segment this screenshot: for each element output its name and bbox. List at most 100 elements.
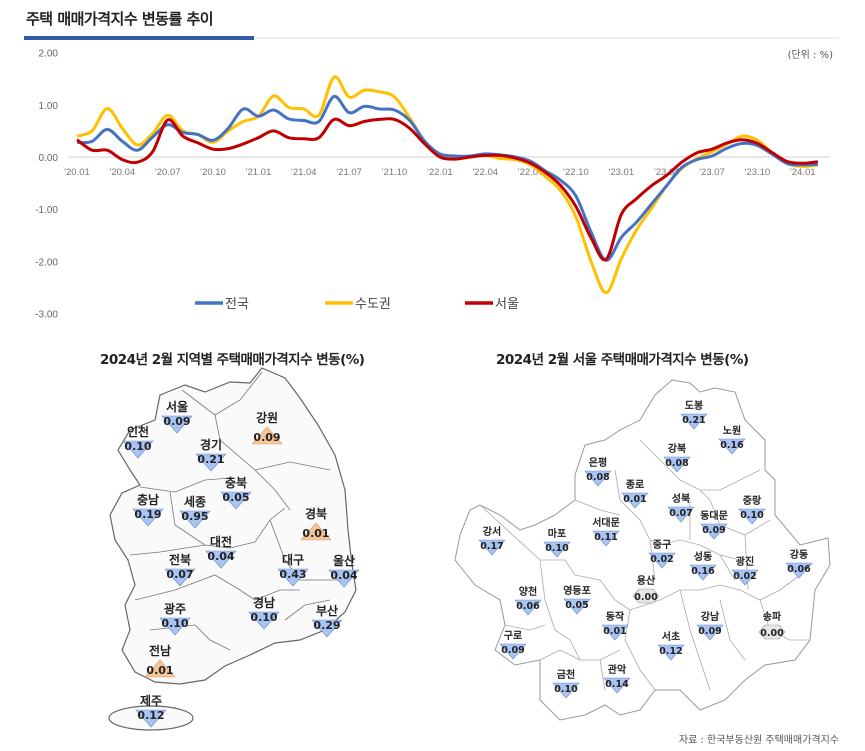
district-marker: 강북 0.08 [663,442,691,473]
down-triangle-icon [543,541,571,558]
down-triangle-icon [164,568,196,587]
x-tick-label: '22.07 [518,167,544,178]
region-name: 중구 [653,539,671,551]
down-triangle-icon [122,440,154,459]
region-value: 0.10 [740,510,764,521]
region-name: 동대문 [700,509,728,522]
district-marker: 은평 0.08 [584,456,612,487]
region-value: 0.10 [161,617,188,630]
region-value: 0.01 [623,494,646,505]
district-marker: 관악 0.14 [603,663,631,694]
region-name: 서대문 [592,516,620,529]
down-triangle-icon [601,624,629,641]
source-note: 자료 : 한국부동산원 주택매매가격지수 [678,735,839,746]
region-name: 영등포 [563,584,591,597]
y-tick-label: -1.00 [35,205,58,216]
district-marker: 성동 0.16 [689,550,717,581]
region-marker: 광주0.10 [159,601,191,636]
down-triangle-icon [657,644,685,661]
district-marker: 노원 0.16 [718,424,746,455]
down-triangle-icon [478,539,506,556]
down-triangle-icon [159,617,191,636]
x-tick-label: '20.10 [200,167,226,178]
region-name: 경남 [253,595,275,610]
district-marker: 도봉 0.21 [680,400,708,430]
up-triangle-icon [300,522,332,541]
down-triangle-icon [621,492,649,509]
region-name: 서울 [166,399,188,414]
down-triangle-icon [663,456,691,473]
region-marker: 세종0.95 [179,494,211,529]
district-marker: 중랑 0.10 [738,495,766,525]
korea-map: 서울0.09인천0.10강원0.09경기0.21충북0.05충남0.19세종0.… [108,367,360,731]
region-value: 0.12 [659,646,682,657]
down-triangle-icon [738,508,766,525]
region-name: 울산 [333,553,355,568]
x-tick-label: '23.07 [699,167,725,178]
district-marker: 동작 0.01 [601,610,629,641]
page-title: 주택 매매가격지수 변동률 추이 [26,10,214,28]
region-value: 0.10 [250,611,277,624]
down-triangle-icon [328,569,360,588]
region-value: 0.02 [650,554,673,565]
x-tick-label: '22.01 [427,167,453,178]
district-marker: 강남 0.09 [696,610,724,641]
down-triangle-icon [499,643,527,660]
down-triangle-icon [731,569,759,586]
down-triangle-icon [161,415,193,434]
district-marker: 종로 0.01 [621,479,649,509]
region-name: 은평 [589,456,607,469]
region-name: 도봉 [685,400,703,412]
x-tick-label: '24.01 [790,167,816,178]
region-marker: 울산0.04 [328,553,360,588]
region-name: 송파 [763,610,782,623]
district-marker: 서초 0.12 [657,630,685,661]
region-name: 노원 [723,424,741,437]
seoul-map-title: 2024년 2월 서울 주택매매가격지수 변동(%) [496,352,749,368]
region-value: 0.04 [330,569,357,582]
region-marker: 경기0.21 [195,437,227,472]
seoul-outline [454,379,831,721]
region-value: 0.01 [302,527,329,540]
region-value: 0.16 [691,566,715,577]
down-triangle-icon [220,491,252,510]
region-marker: 충북0.05 [220,475,252,510]
region-value: 0.07 [166,568,193,581]
down-triangle-icon [135,709,167,728]
legend-label: 전국 [225,297,249,312]
down-triangle-icon [689,564,717,581]
region-value: 0.02 [733,571,756,582]
region-marker: 대전0.04 [205,534,237,569]
district-marker: 구로 0.09 [499,630,527,660]
region-name: 강서 [483,525,501,538]
region-value: 0.11 [594,532,617,543]
down-triangle-icon [700,523,728,540]
region-value: 0.10 [554,684,578,695]
x-tick-label: '20.01 [64,167,90,178]
y-tick-label: 1.00 [39,101,59,112]
x-tick-label: '21.01 [246,167,272,178]
up-triangle-icon [251,426,283,445]
down-triangle-icon [696,624,724,641]
region-value: 0.09 [698,626,721,637]
region-value: 0.00 [760,628,784,639]
region-name: 충남 [137,492,159,507]
region-value: 0.19 [134,508,161,521]
x-tick-label: '22.04 [472,167,498,178]
x-tick-label: '21.10 [382,167,408,178]
region-name: 종로 [626,479,644,491]
region-name: 중랑 [743,495,762,507]
title-accent-bar [24,36,254,40]
down-triangle-icon [648,552,676,569]
region-value: 0.10 [124,440,151,453]
district-marker: 용산 0.00 [632,574,660,604]
y-tick-label: -3.00 [35,310,58,321]
region-name: 마포 [548,527,566,540]
region-value: 0.10 [545,543,569,554]
region-value: 0.07 [669,508,692,519]
district-borders [479,439,810,691]
region-value: 0.06 [787,564,811,575]
down-triangle-icon [785,562,813,579]
down-triangle-icon [277,568,309,587]
region-value: 0.01 [146,664,173,677]
